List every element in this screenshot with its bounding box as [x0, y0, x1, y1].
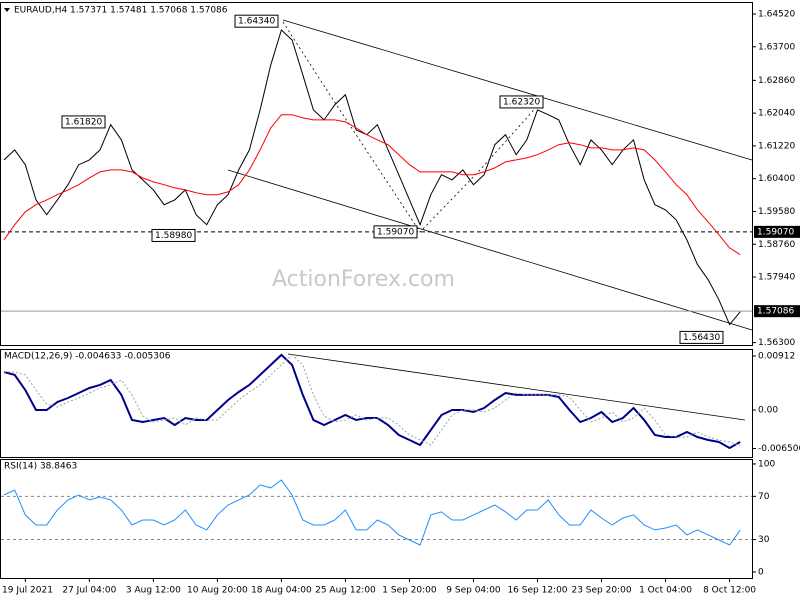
y-tick-label: 1.57940: [758, 273, 795, 283]
y-tick-label: 0: [758, 567, 764, 577]
x-tick-label: 9 Sep 04:00: [446, 586, 501, 596]
y-tick-label: 0.00: [758, 405, 778, 415]
y-tick-label: 1.61220: [758, 141, 795, 151]
x-tick-label: 10 Aug 20:00: [187, 586, 248, 596]
annotation-label: 1.64340: [238, 17, 275, 27]
channel-lower: [227, 169, 753, 331]
x-tick-label: 27 Jul 04:00: [62, 586, 116, 596]
x-tick-label: 25 Aug 12:00: [315, 586, 376, 596]
price-label: 1.57086: [757, 307, 794, 317]
y-tick-label: -0.006506: [758, 444, 800, 454]
series-line: [3, 353, 741, 450]
annotation-box: [373, 225, 418, 239]
x-tick-label: 8 Oct 12:00: [703, 586, 756, 596]
annotation-box: [234, 14, 279, 28]
x-tick-label: 1 Sep 20:00: [382, 586, 437, 596]
y-tick-label: 1.62040: [758, 109, 795, 119]
price-label: 1.59070: [757, 227, 794, 237]
y-tick-label: 1.60400: [758, 174, 795, 184]
macd-panel: [0, 349, 753, 458]
y-tick-label: 0.00912: [758, 351, 795, 361]
y-tick-label: 1.59580: [758, 207, 795, 217]
x-tick-label: 23 Sep 20:00: [571, 586, 631, 596]
chart-title: EURAUD,H4 1.57371 1.57481 1.57068 1.5708…: [14, 6, 228, 16]
annotation-box: [61, 115, 106, 129]
y-tick-label: 1.62860: [758, 76, 795, 86]
annotation-box: [151, 228, 196, 242]
x-tick-label: 18 Aug 04:00: [251, 586, 312, 596]
x-tick-label: 1 Oct 04:00: [639, 586, 692, 596]
y-tick-label: 1.58760: [758, 240, 795, 250]
annotation-label: 1.58980: [155, 231, 192, 241]
rsi-title: RSI(14) 38.8463: [4, 462, 77, 472]
price-label-box: [754, 305, 800, 318]
annotation-box: [679, 330, 724, 344]
wave-lines: [282, 21, 541, 233]
annotation-label: 1.62320: [503, 97, 540, 107]
annotation-label: 1.61820: [65, 117, 102, 127]
annotation-label: 1.59070: [377, 227, 414, 237]
y-tick-label: 1.63700: [758, 42, 795, 52]
y-tick-label: 100: [758, 459, 775, 469]
rsi-panel: [0, 459, 753, 579]
x-tick-label: 19 Jul 2021: [2, 586, 53, 596]
series-line: [3, 29, 741, 326]
y-tick-label: 1.64520: [758, 9, 795, 19]
y-tick-label: 1.56300: [758, 338, 795, 348]
macd-title: MACD(12,26,9) -0.004633 -0.005306: [4, 352, 171, 362]
y-tick-label: 30: [758, 535, 770, 545]
menu-arrow: [4, 8, 10, 12]
watermark: ActionForex.com: [272, 267, 455, 292]
macd-trendline: [287, 353, 746, 421]
series-line: [3, 479, 741, 546]
annotation-box: [499, 95, 544, 109]
price-panel: [0, 2, 753, 346]
x-tick-label: 3 Aug 12:00: [126, 586, 181, 596]
y-tick-label: 70: [758, 492, 770, 502]
x-tick-label: 16 Sep 12:00: [507, 586, 567, 596]
channel-upper: [282, 19, 753, 161]
annotation-label: 1.56430: [683, 333, 720, 343]
price-label-box: [754, 225, 800, 238]
series-line: [3, 114, 741, 256]
